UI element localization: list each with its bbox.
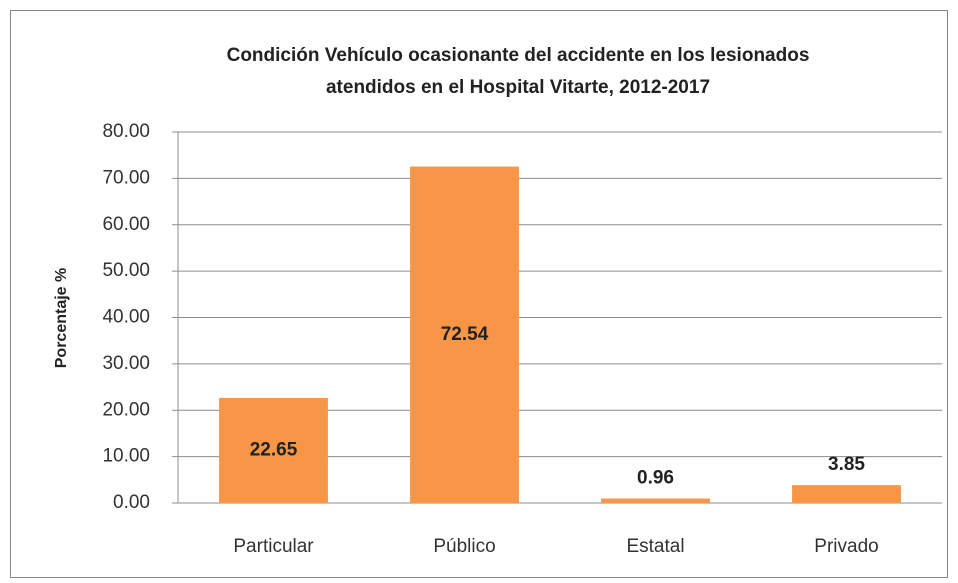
data-label: 3.85 xyxy=(828,454,865,475)
x-tick-label: Estatal xyxy=(626,536,684,557)
y-tick-label: 0.00 xyxy=(113,492,150,513)
y-tick-label: 20.00 xyxy=(102,399,150,420)
x-tick-label: Público xyxy=(433,536,495,557)
chart-title: atendidos en el Hospital Vitarte, 2012-2… xyxy=(326,77,710,98)
x-tick-label: Particular xyxy=(233,536,314,557)
y-tick-label: 70.00 xyxy=(102,167,150,188)
y-axis-label: Porcentaje % xyxy=(53,268,70,368)
bar xyxy=(792,485,901,503)
y-tick-label: 60.00 xyxy=(102,214,150,235)
bar xyxy=(601,498,710,503)
bar xyxy=(410,166,519,503)
y-tick-label: 30.00 xyxy=(102,353,150,374)
chart-title: Condición Vehículo ocasionante del accid… xyxy=(227,45,810,66)
y-tick-label: 50.00 xyxy=(102,260,150,281)
y-tick-label: 40.00 xyxy=(102,307,150,328)
y-tick-label: 10.00 xyxy=(102,446,150,467)
data-label: 72.54 xyxy=(441,324,489,345)
data-label: 22.65 xyxy=(250,439,298,460)
y-tick-label: 80.00 xyxy=(102,121,150,142)
x-tick-label: Privado xyxy=(814,536,878,557)
data-label: 0.96 xyxy=(637,468,674,489)
bar xyxy=(219,397,328,503)
